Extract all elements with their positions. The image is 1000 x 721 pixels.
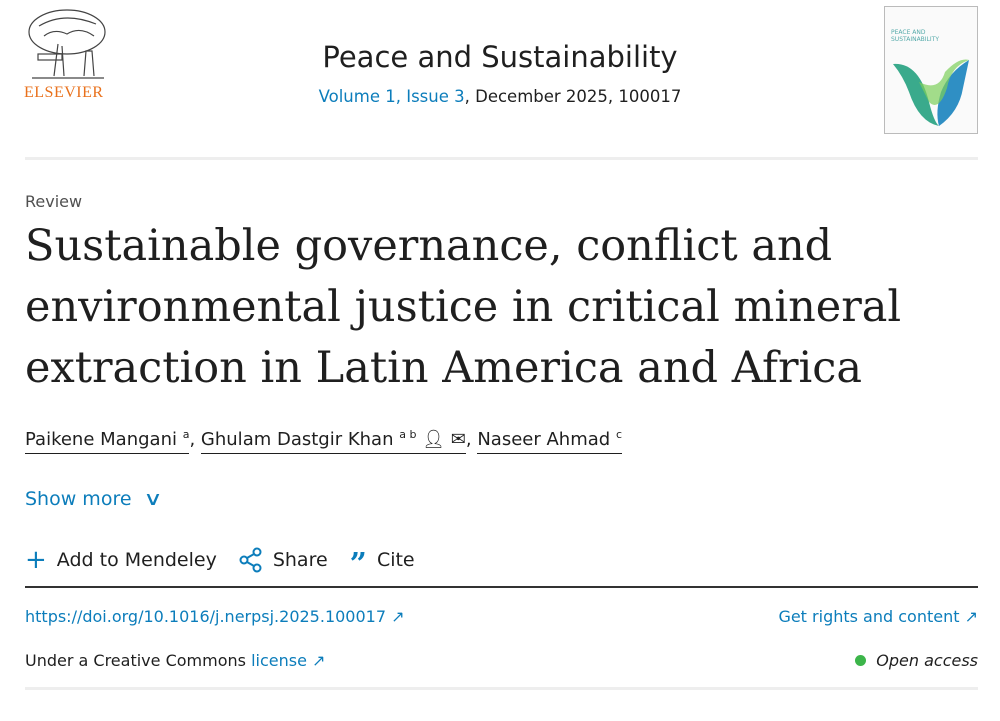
doi-link[interactable]: https://doi.org/10.1016/j.nerpsj.2025.10… xyxy=(25,607,405,626)
author-link[interactable]: Paikene Mangani a xyxy=(25,428,190,454)
share-button[interactable]: Share xyxy=(239,547,328,573)
open-access-badge: Open access xyxy=(855,651,978,670)
issue-date: , December 2025, 100017 xyxy=(464,87,682,106)
author-link[interactable]: Ghulam Dastgir Khan a b 👤︎ ✉︎ xyxy=(200,428,466,454)
article-title: Sustainable governance, conflict and env… xyxy=(25,221,902,393)
external-link-icon: ↗ xyxy=(964,607,978,626)
volume-issue-link[interactable]: Volume 1, Issue 3 xyxy=(318,87,465,106)
plus-icon: + xyxy=(25,545,47,575)
journal-title[interactable]: Peace and Sustainability xyxy=(322,40,678,74)
license-info: Under a Creative Commons license ↗ xyxy=(25,651,326,670)
add-to-mendeley-button[interactable]: + Add to Mendeley xyxy=(25,545,217,575)
divider xyxy=(25,157,978,160)
cite-button[interactable]: ” Cite xyxy=(349,547,415,582)
article-type: Review xyxy=(25,192,83,211)
elsevier-logo-text: ELSEVIER xyxy=(24,84,104,101)
person-icon: 👤︎ xyxy=(422,429,446,450)
divider xyxy=(25,586,978,588)
elsevier-tree-logo[interactable] xyxy=(24,6,110,86)
article-actions: + Add to Mendeley Share ” Cite xyxy=(25,545,415,582)
open-access-dot-icon xyxy=(855,655,867,666)
license-link[interactable]: license ↗ xyxy=(251,651,326,670)
author-link[interactable]: Naseer Ahmad c xyxy=(477,428,622,454)
chevron-down-icon: ∨ xyxy=(142,488,163,510)
journal-cover[interactable]: PEACE AND SUSTAINABILITY xyxy=(884,6,978,134)
quote-icon: ” xyxy=(349,547,367,582)
author-list: Paikene Mangani a, Ghulam Dastgir Khan a… xyxy=(25,428,622,454)
show-more-button[interactable]: Show more ∨ xyxy=(25,488,163,510)
divider xyxy=(25,687,978,690)
get-rights-link[interactable]: Get rights and content ↗ xyxy=(778,607,978,626)
external-link-icon: ↗ xyxy=(391,607,405,626)
email-icon: ✉︎ xyxy=(450,429,466,450)
journal-issue-info: Volume 1, Issue 3, December 2025, 100017 xyxy=(0,87,1000,106)
share-icon xyxy=(239,547,262,573)
cover-title: PEACE AND SUSTAINABILITY xyxy=(891,29,940,43)
